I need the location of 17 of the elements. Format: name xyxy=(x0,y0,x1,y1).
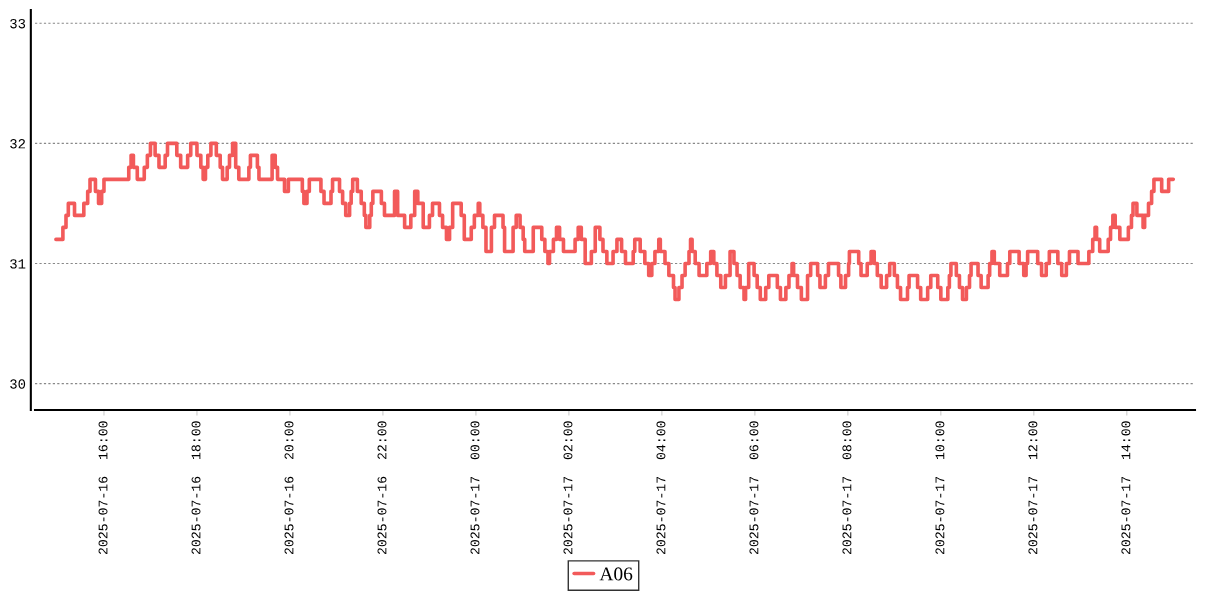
y-tick-label: 30 xyxy=(10,379,26,389)
x-tick-label: 2025-07-16 22:00 xyxy=(377,421,387,555)
x-tick-label: 2025-07-16 20:00 xyxy=(284,421,294,555)
x-tick-label: 2025-07-17 08:00 xyxy=(842,421,852,555)
x-tick-label: 2025-07-16 18:00 xyxy=(191,421,201,555)
x-tick-label: 2025-07-17 06:00 xyxy=(749,421,759,555)
x-tick-label: 2025-07-17 04:00 xyxy=(656,421,666,555)
x-tick-label: 2025-07-16 16:00 xyxy=(98,421,108,555)
x-tick-label: 2025-07-17 02:00 xyxy=(563,421,573,555)
y-tick-label: 32 xyxy=(10,139,25,149)
y-tick-label: 33 xyxy=(10,18,26,29)
x-tick-label: 2025-07-17 10:00 xyxy=(935,421,945,555)
legend-label: A06 xyxy=(599,567,633,581)
x-tick-label: 2025-07-17 14:00 xyxy=(1121,421,1131,555)
y-tick-label: 31 xyxy=(10,259,26,269)
x-tick-label: 2025-07-17 00:00 xyxy=(470,421,480,555)
x-tick-label: 2025-07-17 12:00 xyxy=(1028,421,1038,555)
